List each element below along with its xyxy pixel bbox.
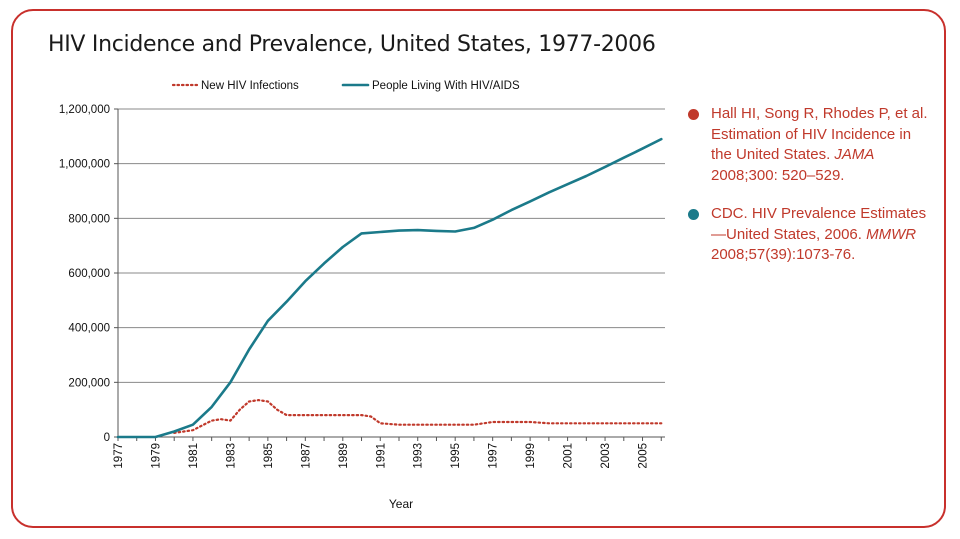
references: Hall HI, Song R, Rhodes P, et al. Estima…	[688, 104, 933, 284]
x-tick-label: 1979	[150, 443, 162, 469]
reference-citation: 2008;300: 520–529.	[711, 166, 845, 184]
y-tick-label: 1,000,000	[59, 159, 110, 171]
x-tick-label: 1981	[188, 443, 200, 469]
y-tick-label: 800,000	[68, 213, 110, 225]
y-tick-labels: 0 200,000 400,000 600,000 800,000 1,000,000 1,…	[59, 104, 110, 444]
x-tick-label: 1997	[488, 443, 500, 469]
reference-item: CDC. HIV Prevalence Estimates—United Sta…	[688, 204, 933, 266]
reference-text: Hall HI, Song R, Rhodes P, et al. Estima…	[711, 105, 928, 163]
reference-item: Hall HI, Song R, Rhodes P, et al. Estima…	[688, 104, 933, 186]
axes	[114, 108, 665, 441]
reference-journal: MMWR	[866, 225, 917, 243]
gridlines	[118, 108, 665, 383]
x-tick-label: 2005	[638, 443, 650, 469]
series-lines	[116, 137, 663, 439]
series-new-infections-line	[173, 399, 663, 434]
x-tick-label: 1993	[413, 443, 425, 469]
legend-label: People Living With HIV/AIDS	[372, 80, 520, 92]
x-tick-labels: 1977 1979 1981 1983 1985 1987 1989 1991 1993 1995…	[113, 443, 650, 469]
x-axis-label: Year	[389, 497, 413, 511]
x-tick-label: 1995	[450, 443, 462, 469]
y-tick-label: 400,000	[68, 323, 110, 335]
x-tick-label: 1977	[113, 443, 125, 469]
reference-text: CDC. HIV Prevalence Estimates—United Sta…	[711, 205, 927, 243]
x-tick-label: 1989	[338, 443, 350, 469]
x-tick-label: 1985	[263, 443, 275, 469]
bullet-icon	[688, 109, 699, 120]
bullet-icon	[688, 209, 699, 220]
y-tick-label: 600,000	[68, 268, 110, 280]
slide-frame	[11, 9, 946, 528]
legend-label: New HIV Infections	[201, 80, 299, 92]
x-tick-label: 1999	[525, 443, 537, 469]
page-title: HIV Incidence and Prevalence, United Sta…	[48, 32, 656, 57]
y-tick-label: 200,000	[68, 377, 110, 389]
reference-citation: 2008;57(39):1073-76.	[711, 246, 856, 263]
y-tick-label: 1,200,000	[59, 104, 110, 116]
x-tick-label: 1983	[225, 443, 237, 469]
series-people-living-line	[116, 137, 663, 439]
y-tick-label: 0	[104, 432, 110, 444]
x-tick-label: 2001	[563, 443, 575, 469]
reference-journal: JAMA	[834, 146, 875, 163]
x-tick-label: 1991	[375, 443, 387, 469]
legend: New HIV Infections People Living With HIV…	[171, 80, 520, 92]
x-tick-label: 1987	[300, 443, 312, 469]
x-tick-label: 2003	[600, 443, 612, 469]
